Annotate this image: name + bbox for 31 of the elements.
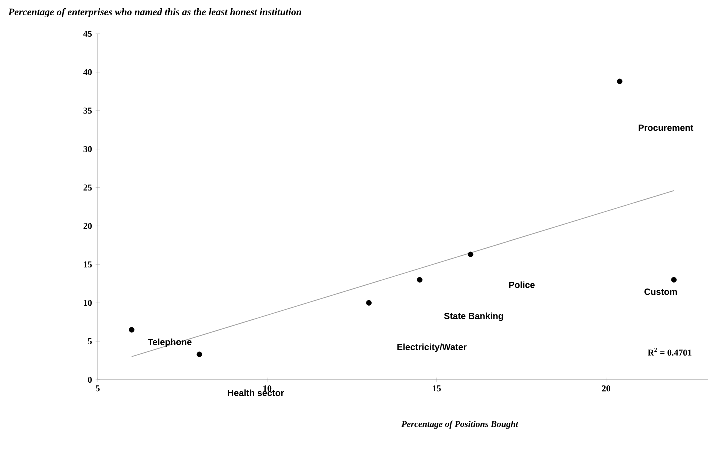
annotation: Electricity/Water — [398, 344, 467, 352]
text: Health sector — [228, 390, 284, 396]
x-axis-title: Percentage of Positions Bought — [402, 420, 519, 430]
point — [617, 78, 623, 84]
annotation: Procurement — [638, 124, 694, 132]
y-tick-label: 45 — [84, 30, 92, 37]
x-tick-label: 20 — [602, 386, 610, 392]
point — [671, 277, 677, 283]
x-tick-label: 15 — [433, 386, 442, 392]
y-tick-label: 10 — [84, 300, 92, 306]
y-tick-label: 40 — [84, 69, 92, 76]
y-tick-label: 0 — [88, 376, 92, 384]
y-tick-label: 35 — [84, 108, 92, 114]
point — [366, 300, 372, 306]
x-tick-label: 5 — [96, 386, 100, 392]
annotation: Police — [509, 282, 535, 288]
point — [468, 252, 474, 258]
y-axis-title: Percentage of enterprises who named this as the least honest institution — [8, 8, 302, 18]
y-tick-label: 15 — [84, 262, 92, 268]
y-tick-label: 30 — [84, 146, 92, 152]
annotation: Custom — [644, 288, 678, 296]
annotation: State Banking — [444, 312, 504, 322]
annotation: Telephone — [148, 338, 192, 348]
point — [129, 327, 135, 333]
x-tick-label: 10 — [264, 386, 272, 392]
point — [196, 352, 202, 358]
annotation: R$^{2}$ = 0.4701 — [648, 348, 692, 356]
y-tick-label: 20 — [84, 223, 92, 230]
point — [417, 277, 423, 283]
y-tick-label: 25 — [84, 184, 92, 191]
y-tick-label: 5 — [88, 338, 92, 345]
